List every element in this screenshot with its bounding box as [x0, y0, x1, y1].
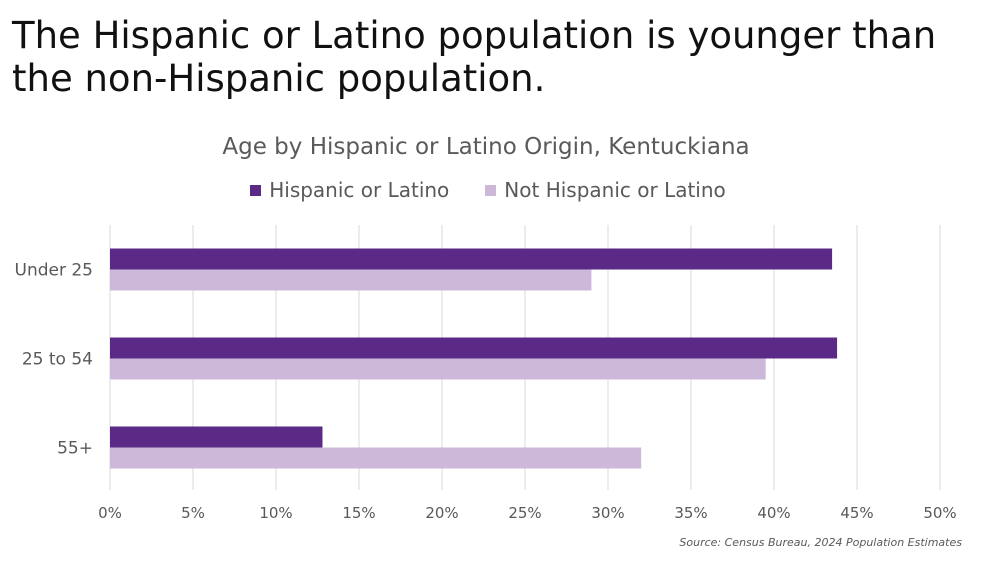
bar-not-hispanic: [110, 269, 592, 291]
legend-swatch-hispanic: [250, 184, 262, 196]
bar-not-hispanic: [110, 447, 642, 469]
y-category-label: 25 to 54: [22, 350, 93, 370]
bar-not-hispanic: [110, 358, 766, 380]
chart-title: Age by Hispanic or Latino Origin, Kentuc…: [222, 134, 750, 160]
x-tick-label: 40%: [757, 504, 790, 522]
headline: The Hispanic or Latino population is you…: [12, 14, 937, 100]
x-tick-label: 50%: [923, 504, 956, 522]
x-tick-label: 30%: [591, 504, 624, 522]
legend-label-hispanic: Hispanic or Latino: [269, 178, 450, 202]
y-category-label: Under 25: [15, 261, 94, 281]
x-tick-label: 15%: [342, 504, 375, 522]
legend-item-not-hispanic: Not Hispanic or Latino: [485, 178, 726, 202]
x-tick-label: 10%: [259, 504, 292, 522]
x-tick-label: 20%: [425, 504, 458, 522]
source-note: Source: Census Bureau, 2024 Population E…: [679, 536, 962, 549]
x-tick-label: 5%: [181, 504, 205, 522]
legend-label-not-hispanic: Not Hispanic or Latino: [504, 178, 726, 202]
legend-item-hispanic: Hispanic or Latino: [250, 178, 449, 202]
x-tick-label: 35%: [674, 504, 707, 522]
y-category-label: 55+: [57, 439, 93, 459]
x-tick-label: 0%: [98, 504, 122, 522]
legend-swatch-not-hispanic: [485, 184, 497, 196]
bar-hispanic: [110, 248, 833, 270]
x-tick-label: 45%: [840, 504, 873, 522]
bar-hispanic: [110, 337, 838, 359]
bar-hispanic: [110, 426, 323, 448]
legend: Hispanic or Latino Not Hispanic or Latin…: [0, 178, 976, 202]
x-tick-label: 25%: [508, 504, 541, 522]
